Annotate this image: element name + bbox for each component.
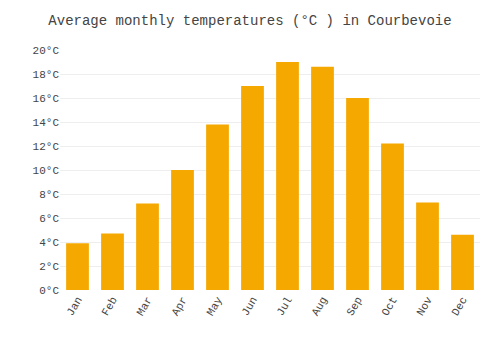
svg-text:Dec: Dec xyxy=(450,295,470,318)
svg-text:20°C: 20°C xyxy=(33,45,60,57)
svg-text:10°C: 10°C xyxy=(33,165,60,177)
svg-text:Nov: Nov xyxy=(415,294,435,317)
svg-text:2°C: 2°C xyxy=(39,261,59,273)
svg-text:12°C: 12°C xyxy=(33,141,60,153)
svg-text:Oct: Oct xyxy=(380,295,400,318)
svg-text:Mar: Mar xyxy=(135,295,155,318)
svg-text:Jun: Jun xyxy=(240,295,260,318)
svg-text:16°C: 16°C xyxy=(33,93,60,105)
svg-text:Feb: Feb xyxy=(100,295,120,318)
svg-text:0°C: 0°C xyxy=(39,285,59,297)
svg-text:Aug: Aug xyxy=(310,295,330,318)
svg-text:4°C: 4°C xyxy=(39,237,59,249)
svg-text:May: May xyxy=(205,294,225,317)
svg-text:8°C: 8°C xyxy=(39,189,59,201)
svg-text:Jan: Jan xyxy=(65,295,85,318)
svg-text:Sep: Sep xyxy=(345,295,365,318)
svg-text:Apr: Apr xyxy=(170,295,190,318)
svg-text:6°C: 6°C xyxy=(39,213,59,225)
svg-text:18°C: 18°C xyxy=(33,69,60,81)
svg-text:Average monthly temperatures (: Average monthly temperatures (°C ) in Co… xyxy=(48,13,451,29)
svg-text:Jul: Jul xyxy=(275,295,295,318)
svg-text:14°C: 14°C xyxy=(33,117,60,129)
